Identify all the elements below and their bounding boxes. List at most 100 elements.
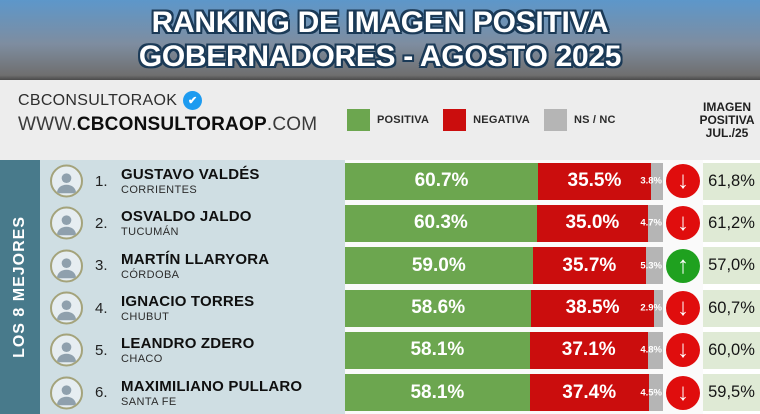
governor-cell: 5. LEANDRO ZDERO CHACO (40, 329, 345, 372)
person-silhouette-icon (56, 173, 77, 194)
table-row: 2. OSVALDO JALDO TUCUMÁN 60.3% 35.0% 4.7… (40, 202, 760, 245)
prev-value-cell: 60,7% (703, 286, 760, 330)
governor-avatar (50, 376, 83, 410)
bar-negativa: 35.0% (536, 204, 649, 242)
nsnc-value-label: 2.9% (640, 302, 662, 314)
trend-down-icon (666, 333, 700, 368)
prev-header-line3: JUL./25 (705, 126, 749, 140)
brand-url-prefix: WWW. (18, 114, 77, 135)
trend-cell (663, 202, 703, 245)
prev-value: 57,0% (703, 247, 760, 285)
governor-avatar (50, 206, 83, 240)
brand-block: CBCONSULTORAOK WWW.CBCONSULTORAOP.COM (18, 91, 317, 136)
governor-cell: 1. GUSTAVO VALDÉS CORRIENTES (40, 160, 345, 203)
bar-positiva: 59.0% (345, 247, 533, 285)
nsnc-value-label: 4.8% (640, 344, 662, 356)
verified-badge-icon (183, 91, 203, 110)
prev-value: 59,5% (703, 374, 760, 412)
table-row: 4. IGNACIO TORRES CHUBUT 58.6% 38.5% 2.9… (40, 286, 760, 330)
person-silhouette-icon (56, 342, 77, 363)
rank-label: 3. (95, 257, 108, 275)
prev-value-cell: 61,2% (703, 202, 760, 245)
bar-nsnc (648, 374, 663, 412)
governor-avatar (50, 291, 83, 325)
bar-positiva: 58.6% (345, 289, 532, 327)
page-title-line1: RANKING DE IMAGEN POSITIVA (151, 6, 609, 39)
stacked-bar: 58.1% 37.1% 4.8% (345, 331, 663, 369)
bar-nsnc (648, 204, 663, 242)
trend-down-icon (666, 164, 700, 199)
trend-down-icon (666, 206, 700, 241)
legend: POSITIVA NEGATIVA NS / NC (347, 80, 630, 160)
bar-nsnc (650, 162, 663, 200)
brand-url-domain: CBCONSULTORAOP (76, 114, 267, 135)
bar-positiva: 60.7% (345, 162, 539, 200)
bar-positiva: 58.1% (345, 374, 530, 412)
nsnc-value-label: 5.3% (640, 260, 662, 272)
prev-header-line2: POSITIVA (699, 113, 755, 127)
page-title-line2: GOBERNADORES - AGOSTO 2025 (138, 40, 622, 73)
prev-value: 60,7% (703, 289, 760, 327)
rank-label: 1. (95, 172, 108, 190)
negativa-value-label: 35.5% (567, 170, 622, 192)
bar-cell: 58.1% 37.4% 4.5% (345, 371, 663, 414)
negativa-value-label: 35.0% (565, 212, 620, 234)
bar-cell: 58.1% 37.1% 4.8% (345, 329, 663, 372)
nsnc-value-label: 4.5% (640, 387, 662, 399)
negativa-value-label: 35.7% (562, 254, 617, 276)
governor-name: GUSTAVO VALDÉS (121, 166, 260, 184)
prev-value-cell: 57,0% (703, 244, 760, 287)
legend-swatch-positiva-icon (347, 109, 370, 131)
governor-avatar (50, 164, 83, 198)
governor-avatar (50, 333, 83, 367)
legend-swatch-nsnc-icon (543, 109, 567, 131)
legend-label-positiva: POSITIVA (377, 114, 430, 126)
positiva-value-label: 58.1% (410, 381, 465, 403)
negativa-value-label: 37.4% (562, 381, 617, 403)
province-label: CÓRDOBA (121, 268, 180, 281)
table-row: 1. GUSTAVO VALDÉS CORRIENTES 60.7% 35.5%… (40, 160, 760, 203)
rank-label: 5. (95, 341, 108, 359)
prev-value-cell: 60,0% (703, 329, 760, 372)
governor-identity: OSVALDO JALDO TUCUMÁN (121, 208, 252, 238)
province-label: TUCUMÁN (121, 226, 179, 239)
bar-negativa: 35.5% (538, 162, 651, 200)
stacked-bar: 60.3% 35.0% 4.7% (345, 204, 663, 242)
brand-url-suffix: .COM (266, 114, 318, 135)
bar-negativa: 37.1% (529, 331, 648, 369)
trend-cell (663, 286, 703, 330)
governor-avatar (50, 249, 83, 283)
bar-cell: 58.6% 38.5% 2.9% (345, 286, 663, 330)
prev-value-cell: 59,5% (703, 371, 760, 414)
positiva-value-label: 59.0% (411, 254, 466, 276)
province-label: SANTA FE (121, 395, 177, 408)
trend-down-icon (666, 375, 700, 410)
rows: 1. GUSTAVO VALDÉS CORRIENTES 60.7% 35.5%… (40, 160, 760, 414)
stacked-bar: 59.0% 35.7% 5.3% (345, 247, 663, 285)
prev-value: 61,8% (703, 162, 760, 200)
person-silhouette-icon (56, 215, 77, 236)
bar-positiva: 58.1% (345, 331, 530, 369)
bar-negativa: 35.7% (532, 247, 647, 285)
governor-name: OSVALDO JALDO (121, 208, 252, 226)
rank-label: 2. (95, 214, 108, 232)
legend-swatch-negativa-icon (443, 109, 467, 131)
governor-identity: GUSTAVO VALDÉS CORRIENTES (121, 166, 260, 196)
negativa-value-label: 38.5% (565, 297, 620, 319)
bar-cell: 59.0% 35.7% 5.3% (345, 244, 663, 287)
header-banner: RANKING DE IMAGEN POSITIVA GOBERNADORES … (0, 0, 760, 80)
governor-name: IGNACIO TORRES (121, 293, 255, 311)
trend-cell (663, 244, 703, 287)
governor-identity: IGNACIO TORRES CHUBUT (121, 293, 254, 323)
governor-identity: LEANDRO ZDERO CHACO (121, 335, 254, 365)
rank-label: 4. (95, 299, 108, 317)
stacked-bar: 60.7% 35.5% 3.8% (345, 162, 663, 200)
governor-cell: 3. MARTÍN LLARYORA CÓRDOBA (40, 244, 345, 287)
table-row: 5. LEANDRO ZDERO CHACO 58.1% 37.1% 4.8% (40, 329, 760, 372)
negativa-value-label: 37.1% (561, 339, 616, 361)
trend-down-icon (666, 291, 700, 326)
prev-column-header: IMAGEN POSITIVA JUL./25 (694, 101, 760, 140)
prev-value-cell: 61,8% (703, 160, 760, 203)
legend-label-negativa: NEGATIVA (473, 114, 530, 126)
